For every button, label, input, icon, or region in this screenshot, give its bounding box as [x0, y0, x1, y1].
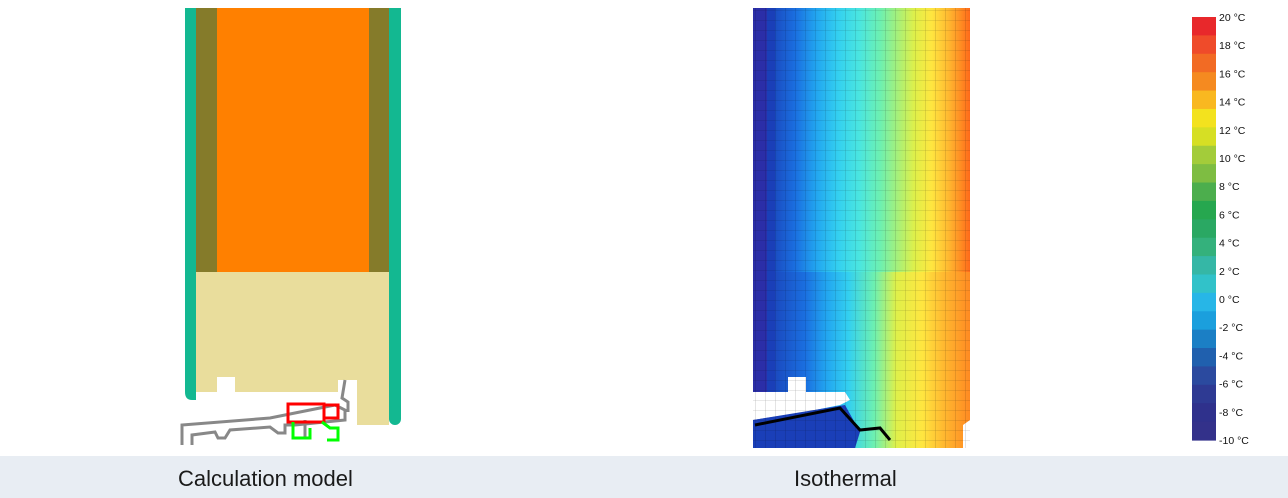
isothermal-field — [753, 8, 970, 448]
wall-section — [185, 8, 401, 425]
legend-tick-label: 0 °C — [1219, 294, 1240, 306]
legend-tick-label: -4 °C — [1219, 350, 1243, 362]
legend-tick-label: 14 °C — [1219, 97, 1246, 109]
legend-band — [1192, 182, 1216, 202]
legend-band — [1192, 164, 1216, 184]
legend-tick-label: -2 °C — [1219, 322, 1243, 334]
legend-tick-label: 8 °C — [1219, 181, 1240, 193]
legend-band — [1192, 292, 1216, 312]
legend-band — [1192, 127, 1216, 147]
legend-labels: 20 °C 18 °C 16 °C 14 °C 12 °C 10 °C 8 °C 6 °C 4 … — [1219, 12, 1249, 447]
legend-tick-label: 10 °C — [1219, 153, 1246, 165]
cladding-right-foot — [389, 405, 401, 425]
legend-band — [1192, 35, 1216, 55]
calculation-model-diagram — [180, 8, 401, 445]
timber-base — [196, 272, 389, 425]
cladding-left-foot — [185, 380, 196, 394]
legend-band — [1192, 256, 1216, 276]
legend-band — [1192, 348, 1216, 368]
legend-tick-label: -8 °C — [1219, 407, 1243, 419]
legend-band — [1192, 90, 1216, 110]
legend-tick-label: -6 °C — [1219, 379, 1243, 391]
legend-color-bands — [1192, 17, 1216, 441]
legend-band — [1192, 237, 1216, 257]
window-frame — [180, 379, 350, 445]
legend-tick-label: 18 °C — [1219, 40, 1246, 52]
legend-tick-label: 4 °C — [1219, 238, 1240, 250]
legend-band — [1192, 384, 1216, 404]
caption-bar — [0, 456, 1288, 498]
legend-band — [1192, 274, 1216, 294]
legend-tick-label: 20 °C — [1219, 12, 1246, 24]
legend-band — [1192, 145, 1216, 165]
frame-outline — [754, 406, 892, 441]
legend-band — [1192, 108, 1216, 128]
caption-isothermal: Isothermal — [794, 466, 897, 491]
legend-band — [1192, 329, 1216, 349]
legend-band — [1192, 17, 1216, 36]
mesh-overlay — [753, 8, 970, 448]
legend-band — [1192, 421, 1216, 441]
temperature-legend: 20 °C 18 °C 16 °C 14 °C 12 °C 10 °C 8 °C 6 °C 4 … — [1192, 12, 1249, 447]
membrane-right — [369, 8, 389, 272]
legend-band — [1192, 403, 1216, 423]
legend-tick-label: 6 °C — [1219, 209, 1240, 221]
seal-red-inner — [322, 403, 340, 420]
legend-band — [1192, 366, 1216, 386]
frame-profile — [180, 403, 347, 445]
insulation-core — [217, 8, 369, 272]
legend-band — [1192, 200, 1216, 220]
legend-band — [1192, 72, 1216, 92]
isothermal-diagram — [753, 8, 970, 448]
legend-tick-label: 12 °C — [1219, 125, 1246, 137]
legend-tick-label: 2 °C — [1219, 266, 1240, 278]
seal-green — [291, 420, 340, 442]
membrane-left — [196, 8, 217, 272]
legend-tick-label: 16 °C — [1219, 68, 1246, 80]
legend-band — [1192, 53, 1216, 73]
legend-tick-label: -10 °C — [1219, 435, 1249, 447]
legend-band — [1192, 311, 1216, 331]
caption-calculation-model: Calculation model — [178, 466, 353, 491]
legend-band — [1192, 219, 1216, 239]
cladding-right — [389, 8, 401, 418]
cladding-left — [185, 8, 196, 392]
